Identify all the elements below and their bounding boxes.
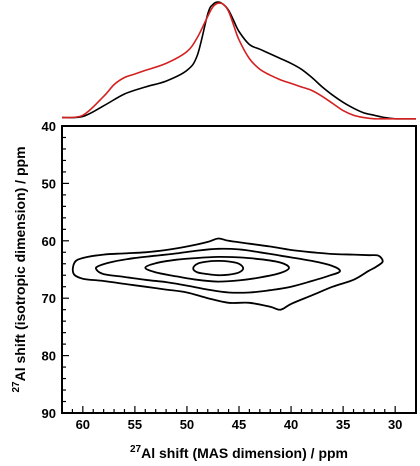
plot-frame xyxy=(61,125,417,414)
x-tick-label: 45 xyxy=(232,417,246,432)
contour-level-1 xyxy=(71,237,384,311)
y-tick-label: 80 xyxy=(42,349,56,364)
x-axis-label-text: Al shift (MAS dimension) / ppm xyxy=(141,445,348,461)
x-tick-label: 50 xyxy=(180,417,194,432)
projection-series-black xyxy=(61,1,416,120)
contour-plot xyxy=(71,237,384,311)
y-axis-label-text: Al shift (isotropic dimension) / ppm xyxy=(12,146,28,381)
x-axis-label: 27Al shift (MAS dimension) / ppm xyxy=(130,444,348,461)
y-tick-label: 90 xyxy=(42,406,56,421)
x-axis-ticks: 60 55 50 45 40 35 30 xyxy=(71,406,402,432)
x-tick-label: 55 xyxy=(128,417,142,432)
x-tick-label: 40 xyxy=(284,417,298,432)
x-axis-label-sup: 27 xyxy=(130,444,142,455)
x-tick-label: 35 xyxy=(336,417,350,432)
contour-level-2 xyxy=(94,247,341,294)
contour-level-4 xyxy=(192,260,245,277)
y-tick-label: 70 xyxy=(42,291,56,306)
top-projection xyxy=(61,1,416,120)
y-tick-label: 40 xyxy=(42,119,56,134)
y-axis-label-sup: 27 xyxy=(11,381,22,393)
x-tick-label: 30 xyxy=(388,417,402,432)
y-tick-label: 60 xyxy=(42,234,56,249)
y-axis-ticks: 40 50 60 70 80 90 xyxy=(42,119,69,421)
projection-series-red xyxy=(61,2,416,120)
y-axis-label: 27Al shift (isotropic dimension) / ppm xyxy=(11,146,28,392)
contour-level-3 xyxy=(144,255,290,283)
y-tick-label: 50 xyxy=(42,176,56,191)
x-tick-label: 60 xyxy=(76,417,90,432)
